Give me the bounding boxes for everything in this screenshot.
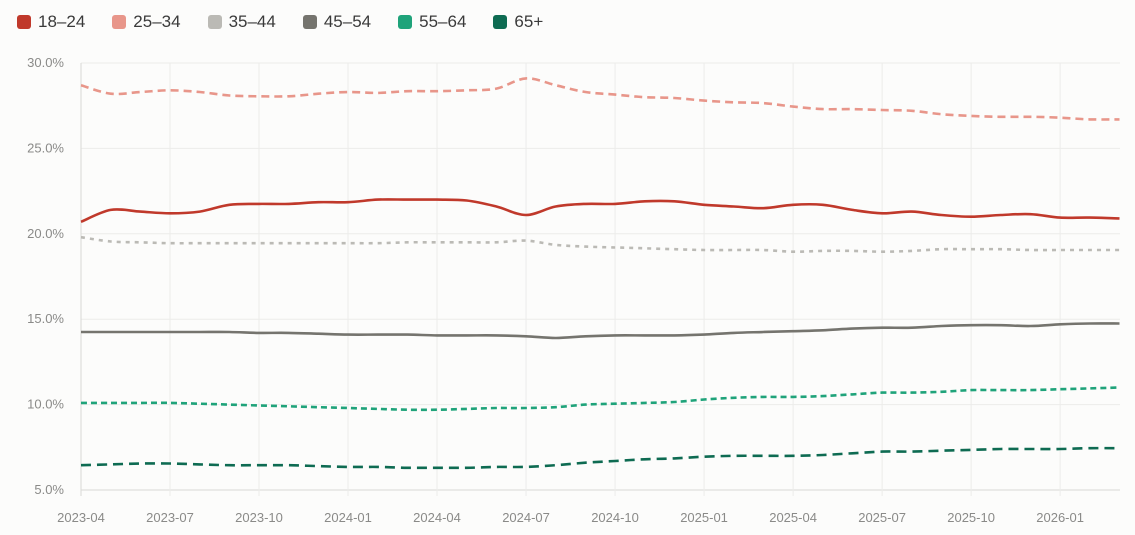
legend-label: 55–64 [419, 12, 467, 31]
x-tick-label: 2024-04 [413, 510, 461, 525]
legend-item-35-44[interactable]: 35–44 [207, 12, 276, 32]
legend-swatch [17, 15, 31, 29]
x-tick-label: 2024-10 [591, 510, 639, 525]
x-tick-label: 2026-01 [1036, 510, 1084, 525]
legend-label: 18–24 [38, 12, 86, 31]
legend-label: 35–44 [228, 12, 276, 31]
y-tick-label: 30.0% [27, 55, 64, 70]
legend-swatch [398, 15, 413, 29]
legend-swatch [112, 15, 127, 29]
x-tick-label: 2023-07 [146, 510, 194, 525]
legend-label: 45–54 [323, 12, 372, 31]
x-tick-label: 2024-01 [324, 510, 372, 525]
series-line-35-44[interactable] [80, 235, 1120, 254]
legend-label: 65+ [514, 12, 544, 31]
x-tick-label: 2025-07 [858, 510, 906, 525]
legend-item-25-34[interactable]: 25–34 [112, 12, 181, 32]
x-tick-label: 2025-01 [680, 510, 728, 525]
legend-swatch [207, 15, 222, 29]
y-tick-label: 25.0% [27, 140, 64, 155]
legend-item-55-64[interactable]: 55–64 [398, 12, 466, 32]
x-tick-label: 2023-10 [235, 510, 283, 525]
y-tick-label: 5.0% [34, 482, 64, 497]
legend-swatch [302, 15, 317, 29]
legend-swatch [493, 15, 508, 29]
x-tick-label: 2023-04 [57, 510, 105, 525]
y-tick-label: 10.0% [27, 397, 64, 412]
legend-item-18-24[interactable]: 18–24 [17, 12, 85, 32]
series-line-25-34[interactable] [80, 77, 1120, 121]
x-tick-label: 2025-10 [947, 510, 995, 525]
y-tick-label: 20.0% [27, 226, 64, 241]
series-line-45-54[interactable] [81, 322, 1120, 340]
legend-item-65+[interactable]: 65+ [493, 12, 543, 32]
legend-item-45-54[interactable]: 45–54 [302, 12, 372, 32]
series-line-55-64[interactable] [80, 386, 1120, 412]
x-tick-label: 2025-04 [769, 510, 817, 525]
y-tick-label: 15.0% [27, 311, 64, 326]
series-line-65+[interactable] [80, 446, 1120, 470]
chart-legend: 18–24 25–34 35–44 45–54 55–64 65+ [17, 12, 570, 32]
series-line-18-24[interactable] [80, 198, 1120, 224]
legend-label: 25–34 [133, 12, 181, 31]
x-tick-label: 2024-07 [502, 510, 550, 525]
